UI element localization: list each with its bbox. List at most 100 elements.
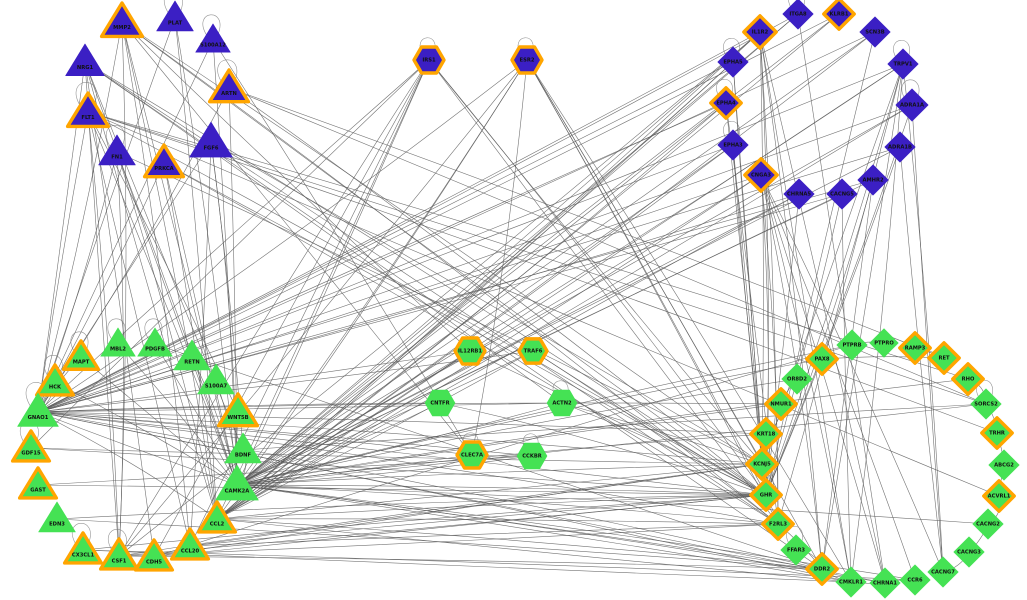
graph-node-ccr6[interactable]: CCR6: [899, 564, 931, 596]
node-shape-triangle[interactable]: [224, 432, 262, 464]
node-shape-diamond[interactable]: [869, 567, 901, 599]
node-shape-triangle[interactable]: [34, 363, 76, 397]
node-shape-diamond[interactable]: [927, 556, 959, 588]
node-shape-diamond[interactable]: [884, 131, 916, 163]
node-shape-diamond[interactable]: [857, 164, 889, 196]
node-shape-diamond[interactable]: [898, 331, 932, 365]
node-shape-diamond[interactable]: [781, 363, 813, 395]
graph-node-mbl2[interactable]: MBL2: [100, 327, 136, 357]
node-shape-triangle[interactable]: [65, 43, 105, 76]
graph-node-prkca[interactable]: PRKCA: [142, 143, 186, 179]
node-shape-triangle[interactable]: [133, 538, 175, 572]
graph-node-sorcs2[interactable]: SORCS2: [970, 388, 1002, 420]
node-shape-diamond[interactable]: [953, 536, 985, 568]
node-shape-diamond[interactable]: [822, 0, 856, 31]
graph-node-plat[interactable]: PLAT: [156, 0, 194, 32]
node-shape-diamond[interactable]: [782, 0, 814, 30]
node-shape-hexagon[interactable]: [546, 389, 578, 417]
graph-node-ptpro[interactable]: PTPRO: [869, 328, 899, 358]
node-shape-triangle[interactable]: [98, 537, 140, 571]
graph-node-clec7a[interactable]: CLEC7A: [455, 440, 489, 470]
node-shape-diamond[interactable]: [745, 447, 779, 481]
node-shape-diamond[interactable]: [887, 48, 919, 80]
node-shape-triangle[interactable]: [137, 327, 173, 357]
graph-node-acvrl1[interactable]: ACVRL1: [982, 479, 1016, 513]
node-shape-diamond[interactable]: [927, 341, 961, 375]
node-shape-triangle[interactable]: [189, 121, 233, 158]
graph-node-esr2[interactable]: ESR2: [510, 45, 544, 75]
node-shape-diamond[interactable]: [717, 129, 749, 161]
node-shape-triangle[interactable]: [98, 134, 136, 166]
node-shape-triangle[interactable]: [17, 392, 59, 427]
node-shape-triangle[interactable]: [17, 466, 59, 500]
graph-node-cacng5[interactable]: CACNG5: [826, 178, 858, 210]
graph-node-nmur1[interactable]: NMUR1: [764, 387, 798, 421]
node-shape-hexagon[interactable]: [455, 440, 489, 470]
node-shape-triangle[interactable]: [169, 527, 211, 561]
node-shape-diamond[interactable]: [805, 342, 839, 376]
graph-node-cnga3[interactable]: CNGA3: [743, 157, 779, 193]
graph-node-mmp2[interactable]: MMP2: [99, 1, 145, 39]
graph-node-pax8[interactable]: PAX8: [805, 342, 839, 376]
graph-node-s100a12[interactable]: S100A12: [195, 23, 231, 53]
graph-node-ddr2[interactable]: DDR2: [805, 552, 839, 586]
graph-node-il1r2[interactable]: IL1R2: [742, 14, 778, 50]
graph-node-scn3b[interactable]: SCN3B: [859, 16, 891, 48]
graph-node-trhr[interactable]: TRHR: [980, 416, 1014, 450]
node-shape-diamond[interactable]: [761, 507, 795, 541]
graph-node-chrna1[interactable]: CHRNA1: [869, 567, 901, 599]
node-shape-triangle[interactable]: [173, 339, 211, 371]
graph-node-fn1[interactable]: FN1: [98, 134, 136, 166]
node-shape-diamond[interactable]: [951, 362, 985, 396]
node-shape-triangle[interactable]: [10, 429, 52, 463]
graph-node-actn2[interactable]: ACTN2: [546, 389, 578, 417]
graph-node-wnt5b[interactable]: WNT5B: [216, 392, 260, 428]
graph-node-gast[interactable]: GAST: [17, 466, 59, 500]
node-shape-triangle[interactable]: [195, 23, 231, 53]
node-shape-diamond[interactable]: [980, 416, 1014, 450]
node-shape-diamond[interactable]: [749, 417, 783, 451]
node-shape-diamond[interactable]: [742, 14, 778, 50]
node-shape-triangle[interactable]: [216, 392, 260, 428]
graph-node-pdgfb[interactable]: PDGFB: [137, 327, 173, 357]
node-shape-diamond[interactable]: [826, 178, 858, 210]
node-shape-diamond[interactable]: [709, 86, 743, 120]
graph-node-itga8[interactable]: ITGA8: [782, 0, 814, 30]
graph-node-nrg1[interactable]: NRG1: [65, 43, 105, 76]
graph-node-cacng3[interactable]: CACNG3: [953, 536, 985, 568]
graph-node-gnao1[interactable]: GNAO1: [17, 392, 59, 427]
graph-node-cacng2[interactable]: CACNG2: [972, 508, 1004, 540]
node-shape-hexagon[interactable]: [453, 336, 487, 366]
node-shape-diamond[interactable]: [783, 178, 815, 210]
node-shape-triangle[interactable]: [142, 143, 186, 179]
node-shape-triangle[interactable]: [197, 363, 235, 395]
graph-node-ret[interactable]: RET: [927, 341, 961, 375]
graph-node-trpv1[interactable]: TRPV1: [887, 48, 919, 80]
graph-node-il12rb1[interactable]: IL12RB1: [453, 336, 487, 366]
node-shape-diamond[interactable]: [805, 552, 839, 586]
node-shape-hexagon[interactable]: [517, 337, 549, 365]
node-shape-hexagon[interactable]: [412, 45, 446, 75]
node-shape-triangle[interactable]: [38, 501, 76, 533]
graph-node-klrb1[interactable]: KLRB1: [822, 0, 856, 31]
node-shape-triangle[interactable]: [100, 327, 136, 357]
graph-node-cckbr[interactable]: CCKBR: [516, 442, 548, 470]
node-shape-diamond[interactable]: [895, 88, 929, 122]
graph-node-cx3cl1[interactable]: CX3CL1: [62, 531, 104, 565]
node-shape-triangle[interactable]: [99, 1, 145, 39]
node-shape-diamond[interactable]: [982, 479, 1016, 513]
node-shape-diamond[interactable]: [836, 329, 868, 361]
node-shape-diamond[interactable]: [743, 157, 779, 193]
node-shape-triangle[interactable]: [65, 91, 111, 129]
node-shape-diamond[interactable]: [972, 508, 1004, 540]
node-shape-diamond[interactable]: [869, 328, 899, 358]
graph-node-epha5[interactable]: EPHA5: [717, 46, 749, 78]
node-shape-diamond[interactable]: [970, 388, 1002, 420]
node-shape-diamond[interactable]: [835, 566, 867, 598]
graph-node-traf6[interactable]: TRAF6: [517, 337, 549, 365]
graph-node-edn3[interactable]: EDN3: [38, 501, 76, 533]
node-shape-diamond[interactable]: [988, 449, 1020, 481]
node-shape-diamond[interactable]: [764, 387, 798, 421]
